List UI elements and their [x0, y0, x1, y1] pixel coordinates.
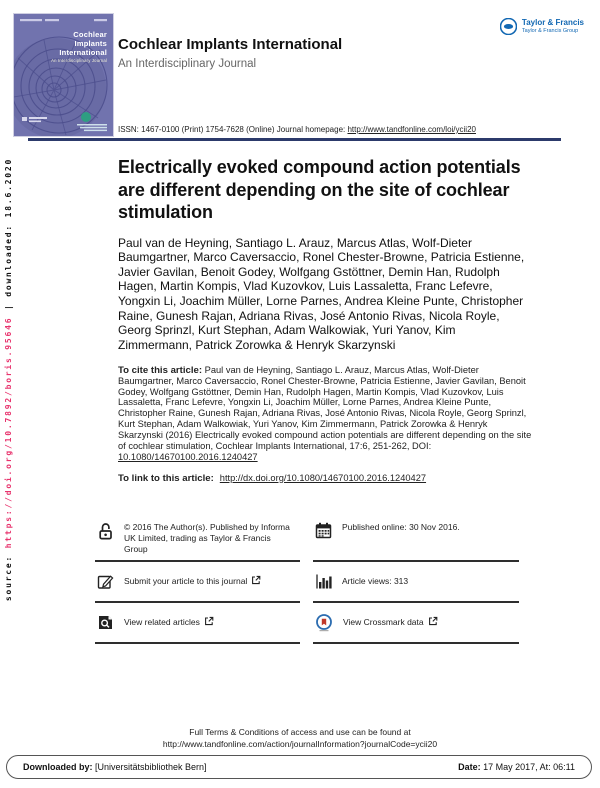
nautilus-shell-art: [14, 14, 113, 136]
submit-article-link[interactable]: Submit your article to this journal: [95, 562, 300, 603]
journal-homepage-link[interactable]: http://www.tandfonline.com/loi/ycii20: [347, 125, 476, 134]
download-info-bar: Downloaded by: [Universitätsbibliothek B…: [6, 755, 592, 779]
cover-title-line: Cochlear: [73, 30, 107, 39]
submit-article-text[interactable]: Submit your article to this journal: [124, 576, 248, 587]
view-crossmark-text[interactable]: View Crossmark data: [343, 617, 424, 628]
doi-link[interactable]: http://dx.doi.org/10.1080/14670100.2016.…: [219, 472, 427, 483]
cover-journal-title: Cochlear Implants International: [59, 30, 107, 57]
tf-logo-line2: Taylor & Francis Group: [521, 27, 579, 34]
tf-logo-line1: Taylor & Francis: [521, 18, 584, 28]
journal-cover-thumbnail: Cochlear Implants International An Inter…: [14, 14, 113, 136]
downloaded-by-value: [Universitätsbibliothek Bern]: [92, 762, 207, 772]
article-block: Electrically evoked compound action pote…: [118, 156, 532, 484]
doi-link-line: To link to this article: http://dx.doi.or…: [118, 473, 532, 484]
published-online-text: Published online: 30 Nov 2016.: [342, 522, 460, 532]
published-online-cell: Published online: 30 Nov 2016.: [313, 516, 519, 562]
article-info-grid: © 2016 The Author(s). Published by Infor…: [95, 516, 519, 603]
crossmark-icon[interactable]: [315, 613, 333, 632]
issn-line: ISSN: 1467-0100 (Print) 1754-7628 (Onlin…: [118, 125, 476, 134]
submit-article-label[interactable]: Submit your article to this journal: [124, 575, 261, 587]
issn-text: ISSN: 1467-0100 (Print) 1754-7628 (Onlin…: [118, 125, 348, 134]
external-link-icon: [252, 576, 261, 585]
cover-title-line: International: [59, 48, 107, 57]
downloaded-by-label: Downloaded by:: [23, 762, 93, 772]
calendar-icon: [315, 522, 332, 539]
society-badge-icon: [81, 112, 91, 122]
cover-title-line: Implants: [74, 39, 107, 48]
source-label: source:: [4, 547, 14, 601]
header-divider: [28, 138, 561, 141]
downloaded-by: Downloaded by: [Universitätsbibliothek B…: [23, 762, 207, 772]
cite-doi-link[interactable]: 10.1080/14670100.2016.1240427: [118, 451, 258, 462]
date-value: 17 May 2017, At: 06:11: [480, 762, 575, 772]
masthead: Cochlear Implants International An Inter…: [118, 36, 342, 70]
terms-note: Full Terms & Conditions of access and us…: [0, 727, 600, 751]
download-date: Date: 17 May 2017, At: 06:11: [458, 762, 575, 772]
journal-title: Cochlear Implants International: [118, 36, 343, 53]
view-related-articles-link[interactable]: View related articles: [95, 601, 300, 644]
copyright-cell: © 2016 The Author(s). Published by Infor…: [95, 516, 300, 562]
article-views-text: Article views: 313: [342, 575, 409, 586]
bar-chart-icon: [316, 574, 332, 589]
source-doi-link[interactable]: https://doi.org/10.7892/boris.95646: [4, 316, 14, 548]
article-links-grid: View related articles View Crossmark dat…: [95, 601, 519, 644]
cite-label: To cite this article:: [118, 364, 203, 376]
citation-paragraph: To cite this article: Paul van de Heynin…: [118, 365, 532, 463]
article-views-cell: Article views: 313: [313, 562, 519, 603]
terms-url[interactable]: http://www.tandfonline.com/action/journa…: [162, 738, 438, 749]
downloaded-note: | downloaded: 18.6.2020: [4, 157, 14, 317]
date-label: Date:: [458, 762, 481, 772]
view-related-text[interactable]: View related articles: [124, 617, 200, 628]
article-title: Electrically evoked compound action pote…: [118, 157, 521, 222]
view-crossmark-label[interactable]: View Crossmark data: [343, 616, 438, 628]
author-list: Paul van de Heyning, Santiago L. Arauz, …: [118, 235, 525, 352]
copyright-text: © 2016 The Author(s). Published by Infor…: [124, 522, 290, 555]
submit-pencil-icon[interactable]: [97, 573, 114, 590]
taylor-francis-logo: Taylor & Francis Taylor & Francis Group: [499, 18, 584, 35]
journal-subtitle: An Interdisciplinary Journal: [118, 58, 257, 70]
view-related-label[interactable]: View related articles: [124, 616, 214, 628]
cite-text: Paul van de Heyning, Santiago L. Arauz, …: [118, 364, 532, 451]
open-access-icon: [99, 523, 112, 540]
margin-source-note: source: https://doi.org/10.7892/boris.95…: [0, 148, 18, 610]
external-link-icon: [428, 617, 437, 626]
view-crossmark-link[interactable]: View Crossmark data: [313, 601, 519, 644]
related-articles-icon[interactable]: [97, 614, 114, 631]
external-link-icon: [204, 617, 214, 626]
terms-line1: Full Terms & Conditions of access and us…: [189, 727, 411, 737]
link-label: To link to this article:: [118, 472, 214, 484]
taylor-francis-globe-icon: [499, 18, 517, 35]
cover-journal-subtitle: An Interdisciplinary Journal: [51, 58, 107, 63]
